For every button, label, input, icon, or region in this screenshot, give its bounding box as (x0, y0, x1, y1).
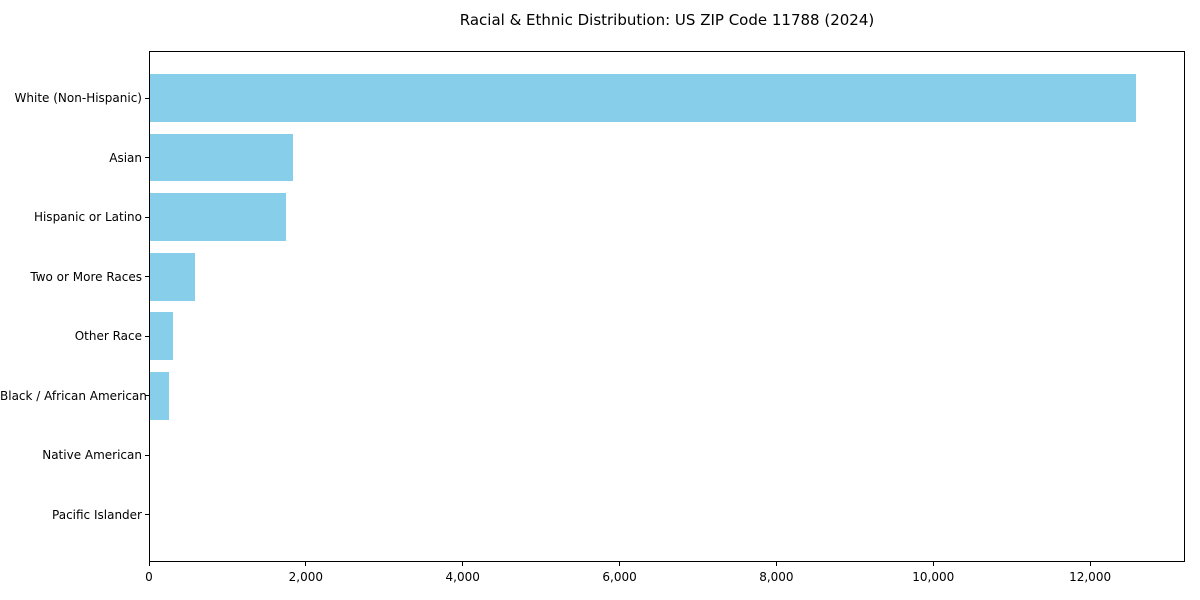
y-tick-mark (145, 276, 149, 278)
bar-other-race (149, 312, 174, 361)
y-tick-mark (145, 514, 149, 516)
y-tick-mark (145, 454, 149, 456)
bar-black-african-american (149, 372, 169, 420)
x-tick-mark (462, 562, 464, 566)
x-tick-label: 12,000 (1069, 570, 1112, 584)
chart-title: Racial & Ethnic Distribution: US ZIP Cod… (459, 11, 875, 29)
y-tick-label: Hispanic or Latino (33, 210, 142, 225)
bar-hispanic-or-latino (149, 193, 287, 241)
y-tick-mark (145, 395, 149, 397)
bar-two-or-more-races (149, 252, 196, 301)
y-tick-label: Black / African American (0, 388, 147, 403)
y-tick-mark (145, 335, 149, 337)
x-tick-mark (148, 562, 150, 566)
x-tick-label: 8,000 (759, 570, 794, 584)
y-tick-label: Asian (109, 150, 142, 165)
x-tick-label: 10,000 (912, 570, 955, 584)
x-tick-mark (305, 562, 307, 566)
x-tick-label: 4,000 (445, 570, 480, 584)
x-tick-mark (775, 562, 777, 566)
x-tick-mark (619, 562, 621, 566)
x-tick-label: 2,000 (288, 570, 324, 584)
y-tick-label: Pacific Islander (52, 507, 142, 522)
bar-white-non-hispanic (149, 74, 1137, 122)
y-tick-mark (145, 216, 149, 218)
x-tick-label: 0 (145, 570, 153, 584)
bar-asian (149, 133, 294, 182)
y-tick-label: White (Non-Hispanic) (14, 91, 142, 106)
y-tick-label: Two or More Races (30, 269, 142, 284)
y-tick-mark (145, 97, 149, 99)
y-tick-label: Native American (42, 448, 142, 463)
x-tick-mark (932, 562, 934, 566)
x-tick-mark (1089, 562, 1091, 566)
y-tick-mark (145, 157, 149, 159)
y-tick-label: Other Race (74, 329, 142, 344)
x-tick-label: 6,000 (602, 570, 637, 584)
